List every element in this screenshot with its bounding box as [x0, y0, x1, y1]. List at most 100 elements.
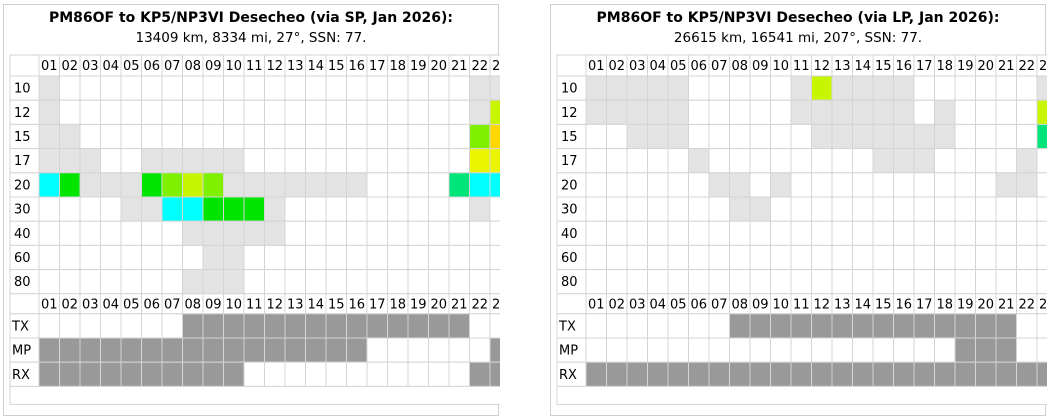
- heat-cell-60-10: [223, 244, 245, 271]
- heat-cell-60-06: [141, 244, 163, 271]
- status-cell-MP-13: [831, 337, 853, 363]
- heat-cell-12-18: [934, 99, 956, 125]
- heat-cell-17-20: [428, 148, 450, 174]
- hour-tick-label: 20: [430, 297, 447, 312]
- status-cell-RX-12: [264, 361, 286, 387]
- heat-cell-12-21: [448, 99, 470, 125]
- status-cell-MP-16: [346, 337, 368, 363]
- heat-cell-10-11: [243, 75, 265, 101]
- heat-cell-40-11: [243, 220, 265, 246]
- heat-cell-30-19: [954, 196, 976, 222]
- heat-cell-20-12: [264, 172, 286, 198]
- heat-cell-40-07: [161, 220, 183, 246]
- heat-cell-12-22: [1016, 99, 1038, 125]
- hour-tick-label: 18: [389, 59, 406, 74]
- heat-cell-15-05: [667, 123, 689, 150]
- band-label-cell: [556, 75, 587, 101]
- heat-cell-12-15: [872, 99, 894, 125]
- heat-cell-40-17: [913, 220, 935, 246]
- heat-cell-20-10: [223, 172, 245, 198]
- hour-tick-label: 08: [731, 297, 748, 312]
- status-cell-RX-13: [831, 361, 853, 387]
- status-cell-RX-21: [995, 361, 1017, 387]
- heat-cell-30-22: [469, 196, 491, 222]
- heat-cell-15-09: [202, 123, 224, 150]
- hour-tick-label: 13: [287, 59, 304, 74]
- heat-cell-80-18: [387, 269, 409, 295]
- heat-cell-10-05: [120, 75, 142, 101]
- status-label: RX: [559, 368, 577, 383]
- hour-header-cell: [1036, 54, 1047, 77]
- hour-tick-label: 09: [752, 59, 769, 74]
- heat-cell-40-11: [790, 220, 812, 246]
- chart-subtitle: 26615 km, 16541 mi, 207°, SSN: 77.: [673, 30, 923, 46]
- heat-cell-40-01: [38, 220, 60, 246]
- hour-header-cell: [489, 54, 500, 77]
- heat-cell-20-06: [141, 172, 163, 198]
- band-label-cell: [556, 123, 587, 150]
- hour-tick-label: 15: [328, 59, 345, 74]
- status-cell-TX-20: [975, 313, 997, 339]
- heat-cell-17-02: [606, 148, 628, 174]
- hour-tick-label: 19: [410, 297, 427, 312]
- heat-cell-10-10: [770, 75, 792, 101]
- status-cell-RX-05: [667, 361, 689, 387]
- heat-cell-60-23: [1036, 244, 1047, 271]
- status-cell-TX-19: [407, 313, 429, 339]
- heat-cell-60-08: [729, 244, 751, 271]
- heat-cell-80-19: [954, 269, 976, 295]
- heat-cell-40-05: [120, 220, 142, 246]
- heat-cell-10-04: [100, 75, 122, 101]
- heat-cell-17-12: [811, 148, 833, 174]
- hour-tick-label: 17: [916, 297, 933, 312]
- heat-cell-12-11: [790, 99, 812, 125]
- heat-cell-17-15: [872, 148, 894, 174]
- heat-cell-30-12: [264, 196, 286, 222]
- status-cell-RX-02: [606, 361, 628, 387]
- status-cell-MP-22: [1016, 337, 1038, 363]
- heat-cell-80-15: [872, 269, 894, 295]
- heat-cell-10-19: [407, 75, 429, 101]
- heat-cell-40-19: [407, 220, 429, 246]
- heat-cell-20-07: [161, 172, 183, 198]
- hour-tick-label: 01: [588, 297, 605, 312]
- status-cell-RX-02: [59, 361, 81, 387]
- heat-cell-12-23: [1036, 99, 1047, 125]
- status-cell-MP-15: [872, 337, 894, 363]
- heat-cell-80-01: [38, 269, 60, 295]
- hour-tick-label: 06: [143, 59, 160, 74]
- heat-cell-15-01: [38, 123, 60, 150]
- status-cell-MP-07: [161, 337, 183, 363]
- hour-tick-label: 18: [936, 297, 953, 312]
- heat-cell-15-07: [708, 123, 730, 150]
- heat-cell-20-09: [202, 172, 224, 198]
- status-cell-TX-13: [831, 313, 853, 339]
- status-label: TX: [558, 319, 576, 334]
- heat-cell-20-14: [852, 172, 874, 198]
- hour-tick-label: 07: [711, 297, 728, 312]
- heat-cell-80-18: [934, 269, 956, 295]
- heat-cell-40-09: [749, 220, 771, 246]
- hour-tick-label: 07: [164, 59, 181, 74]
- heat-cell-15-11: [790, 123, 812, 150]
- heat-cell-80-01: [585, 269, 607, 295]
- heat-cell-60-05: [120, 244, 142, 271]
- heat-cell-30-17: [366, 196, 388, 222]
- status-cell-TX-11: [790, 313, 812, 339]
- hour-tick-label: 20: [977, 297, 994, 312]
- heat-cell-12-04: [647, 99, 669, 125]
- status-cell-MP-18: [934, 337, 956, 363]
- heat-cell-80-03: [79, 269, 101, 295]
- heat-cell-10-09: [202, 75, 224, 101]
- heat-cell-60-06: [688, 244, 710, 271]
- heat-cell-30-16: [893, 196, 915, 222]
- status-label-cell: [556, 361, 587, 387]
- status-cell-MP-05: [120, 337, 142, 363]
- hour-tick-label: 14: [854, 59, 871, 74]
- heat-cell-20-02: [606, 172, 628, 198]
- hour-tick-label: 08: [184, 297, 201, 312]
- lp-chart-panel: PM86OF to KP5/NP3VI Desecheo (via LP, Ja…: [550, 4, 1047, 416]
- heat-cell-80-15: [325, 269, 347, 295]
- heat-cell-20-08: [729, 172, 751, 198]
- heat-cell-30-13: [831, 196, 853, 222]
